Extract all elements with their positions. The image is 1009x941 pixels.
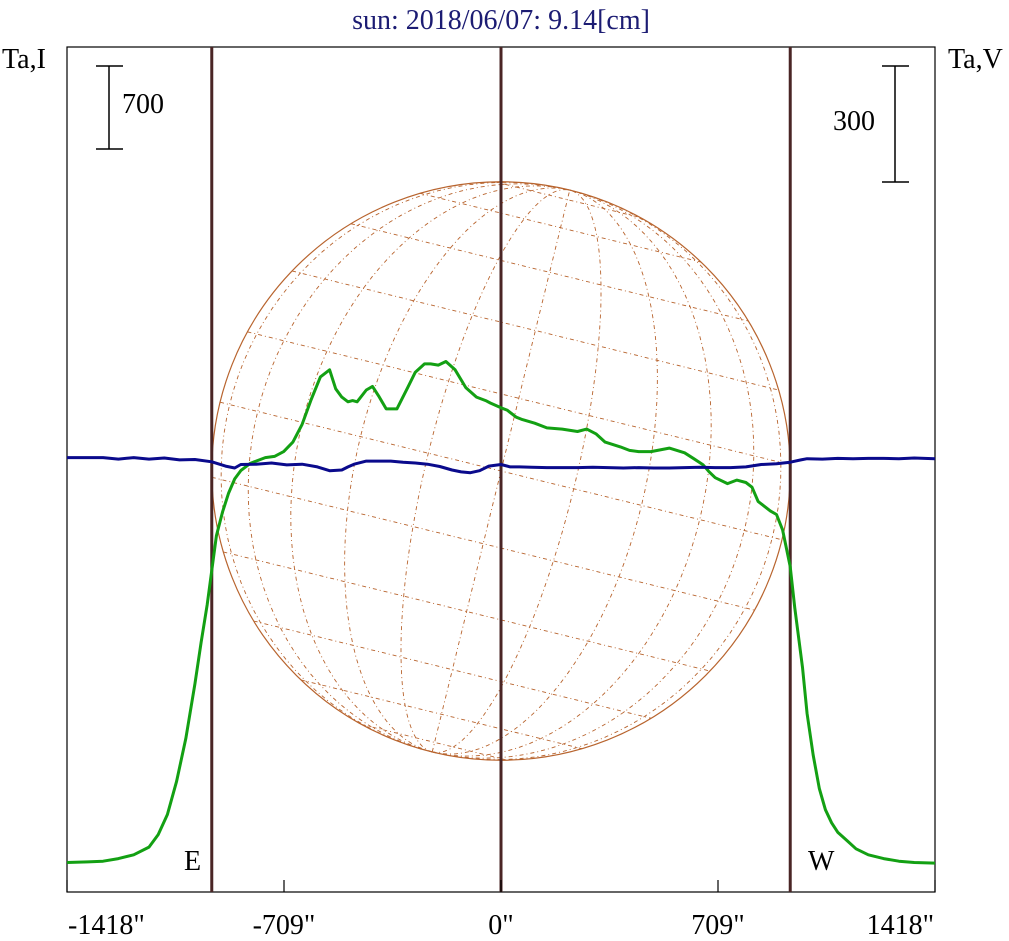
left-scale-bar [96, 65, 123, 150]
latitude-line [291, 270, 779, 391]
x-axis-tick-labels: -1418" -709" 0" 709" 1418" [68, 910, 934, 941]
series-group [66, 360, 936, 865]
east-limb-label: E [184, 846, 201, 877]
right-axis-label: Ta,V [948, 44, 1003, 75]
x-tick-label: 709" [691, 910, 744, 941]
x-tick-label: 0" [488, 910, 513, 941]
longitude-line [400, 189, 570, 753]
limb-lines [210, 47, 792, 892]
longitude-line [247, 183, 570, 753]
longitude-line [432, 189, 755, 759]
latitude-line [350, 223, 749, 322]
west-limb-label: W [808, 846, 835, 877]
latitude-line [253, 620, 652, 719]
longitude-line [432, 189, 602, 753]
x-tick-label: -1418" [68, 910, 145, 941]
longitude-line [432, 189, 782, 761]
x-tick-label: -709" [253, 910, 316, 941]
left-scale-bar-label: 700 [122, 89, 164, 120]
chart-title: sun: 2018/06/07: 9.14[cm] [352, 5, 650, 36]
latitude-line [223, 551, 711, 672]
latitude-line [300, 679, 583, 750]
x-axis-ticks [66, 880, 936, 892]
x-tick-label: 1418" [867, 910, 934, 941]
right-scale-bar-label: 300 [833, 106, 875, 137]
longitude-line [432, 189, 712, 757]
left-axis-label: Ta,I [2, 44, 46, 75]
intensity-series-line [66, 360, 936, 865]
longitude-line [220, 181, 570, 753]
latitude-line [211, 476, 755, 611]
latitude-line [361, 724, 508, 761]
right-scale-bar [882, 65, 909, 183]
polarization-series-line [67, 456, 936, 475]
longitude-line [344, 187, 570, 753]
longitude-line [432, 189, 658, 755]
longitude-line [290, 185, 570, 753]
